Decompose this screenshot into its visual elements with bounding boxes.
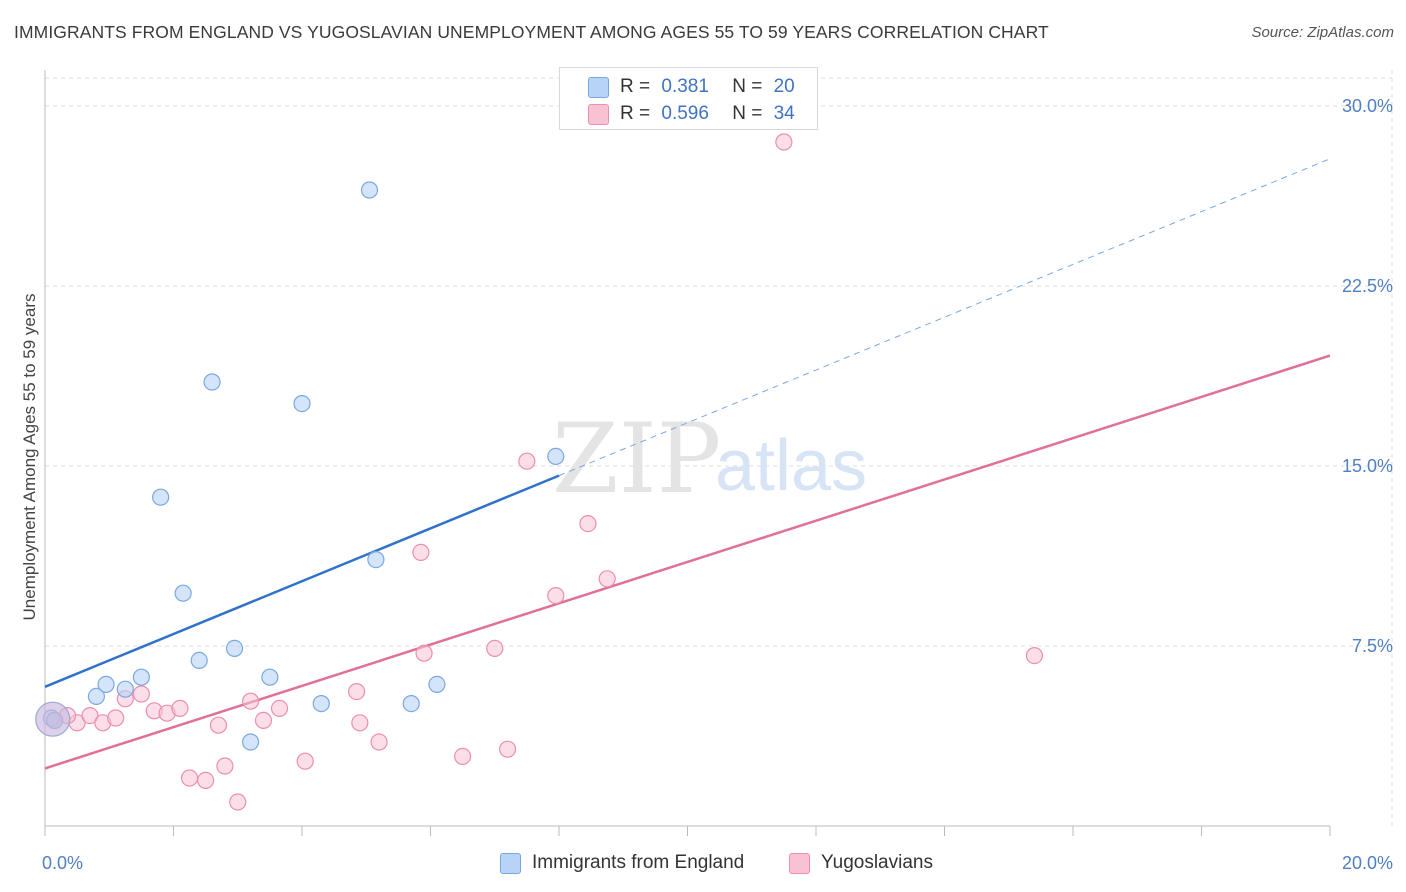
r-value-yugoslavians: 0.596 — [661, 103, 709, 124]
point-yugoslavians — [370, 733, 388, 751]
watermark-zip: ZIP — [552, 403, 721, 515]
point-yugoslavians — [412, 543, 430, 562]
point-england — [428, 675, 446, 694]
source-credit: Source: ZipAtlas.com — [1251, 24, 1394, 41]
point-yugoslavians — [81, 706, 99, 725]
y-tick-label: 15.0% — [1342, 456, 1393, 476]
legend-text-yugoslavians: R = 0.596 N = 34 — [620, 103, 795, 125]
point-england — [174, 584, 192, 602]
point-england — [116, 680, 134, 698]
r-value-england: 0.381 — [661, 76, 709, 97]
point-yugoslavians — [415, 644, 433, 662]
point-yugoslavians — [132, 685, 150, 703]
point-yugoslavians — [775, 133, 793, 151]
x-tick-label: 20.0% — [1342, 853, 1393, 873]
point-england — [360, 181, 379, 199]
point-england — [190, 651, 208, 670]
n-value-england: 20 — [773, 76, 795, 97]
trend-line-yugoslavians — [44, 354, 1331, 770]
n-label: N = — [732, 76, 763, 97]
point-yugoslavians — [296, 752, 314, 770]
bottom-legend-label-yugoslavians: Yugoslavians — [821, 852, 933, 873]
point-england — [402, 694, 420, 713]
stats-legend: R = 0.381 N = 20 R = 0.596 N = 34 — [559, 67, 818, 130]
n-label: N = — [732, 103, 763, 124]
point-yugoslavians — [171, 699, 189, 718]
point-england — [547, 447, 565, 465]
point-england — [225, 639, 244, 658]
grid-lines — [45, 70, 1393, 826]
bottom-legend-swatch-yugoslavians — [789, 853, 810, 874]
chart-title: IMMIGRANTS FROM ENGLAND VS YUGOSLAVIAN U… — [14, 22, 1049, 42]
point-england — [367, 550, 385, 569]
n-value-yugoslavians: 34 — [773, 103, 795, 124]
data-points — [35, 133, 1044, 811]
point-yugoslavians — [547, 586, 565, 605]
trend-line-england — [44, 474, 560, 688]
point-yugoslavians — [242, 692, 260, 710]
r-label: R = — [620, 103, 651, 124]
r-label: R = — [620, 76, 651, 97]
point-yugoslavians — [216, 757, 234, 775]
point-yugoslavians — [180, 769, 199, 787]
legend-swatch-england — [588, 77, 609, 98]
point-yugoslavians — [598, 570, 616, 588]
bottom-legend-label-england: Immigrants from England — [532, 852, 745, 873]
point-yugoslavians — [209, 716, 228, 734]
y-tick-label: 7.5% — [1352, 636, 1393, 656]
watermark: ZIP atlas — [552, 403, 867, 515]
point-yugoslavians — [579, 514, 597, 533]
point-england — [293, 395, 311, 413]
point-yugoslavians — [197, 771, 215, 790]
legend-text-england: R = 0.381 N = 20 — [620, 76, 795, 98]
watermark-atlas: atlas — [715, 426, 867, 506]
point-yugoslavians — [1025, 646, 1044, 665]
y-tick-label: 22.5% — [1342, 276, 1393, 296]
x-tick-label: 0.0% — [42, 853, 83, 873]
point-yugoslavians — [254, 711, 273, 730]
point-yugoslavians — [270, 699, 289, 718]
point-yugoslavians — [348, 682, 366, 701]
point-england — [203, 373, 221, 391]
point-yugoslavians — [107, 709, 125, 727]
point-england — [97, 675, 115, 694]
point-yugoslavians — [229, 793, 247, 811]
point-england — [87, 687, 106, 706]
point-cluster — [35, 701, 71, 737]
point-yugoslavians — [486, 639, 504, 658]
point-england — [152, 488, 170, 506]
point-yugoslavians — [499, 740, 517, 758]
point-england — [242, 733, 260, 751]
point-yugoslavians — [351, 714, 369, 732]
tick-labels: 7.5% 15.0% 22.5% 30.0% 0.0% 20.0% — [42, 96, 1393, 873]
trend-lines — [44, 158, 1331, 770]
point-england — [132, 668, 150, 686]
legend-swatch-yugoslavians — [588, 104, 609, 125]
axes — [44, 70, 1331, 836]
bottom-legend-swatch-england — [500, 853, 521, 874]
point-yugoslavians — [454, 747, 472, 766]
point-yugoslavians — [518, 452, 536, 470]
y-tick-label: 30.0% — [1342, 96, 1393, 116]
point-england — [261, 668, 279, 686]
point-england — [312, 694, 330, 713]
trend-line-england-extension — [558, 158, 1331, 477]
